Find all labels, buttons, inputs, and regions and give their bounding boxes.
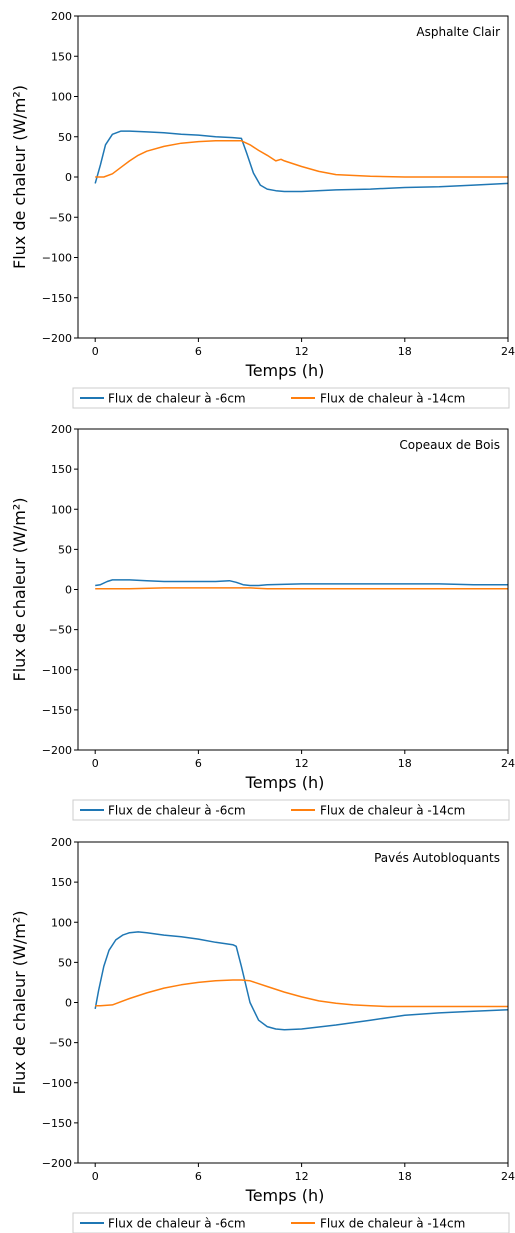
y-tick-label: 100	[51, 91, 72, 104]
y-tick-label: 50	[58, 543, 72, 556]
series-line-1	[95, 579, 508, 587]
legend-label-2: Flux de chaleur à -14cm	[320, 804, 465, 818]
chart-panel-3: 200 150 100 50 0 −50 −100 −150 −200 0 6 12 18 24 Temps…	[10, 836, 515, 1233]
y-tick-label: 0	[65, 171, 72, 184]
x-tick-label: 6	[195, 1170, 202, 1183]
y-tick-label: 100	[51, 503, 72, 516]
y-tick-label: 0	[65, 584, 72, 597]
x-tick-label: 18	[398, 757, 412, 770]
y-tick-label: 50	[58, 956, 72, 969]
legend: Flux de chaleur à -6cm Flux de chaleur à …	[72, 387, 510, 409]
y-tick-label: 150	[51, 876, 72, 889]
y-tick-label: −150	[42, 704, 72, 717]
legend-label-1: Flux de chaleur à -6cm	[108, 1217, 246, 1231]
x-tick-label: 18	[398, 1170, 412, 1183]
x-tick-label: 6	[195, 345, 202, 358]
y-tick-label: 0	[65, 997, 72, 1010]
series-line-2	[95, 979, 508, 1008]
y-tick-label: 200	[51, 10, 72, 23]
y-tick-label: 100	[51, 916, 72, 929]
y-tick-label: −100	[42, 1077, 72, 1090]
y-tick-label: −200	[42, 1157, 72, 1170]
y-tick-label: 150	[51, 50, 72, 63]
panel-annotation: Copeaux de Bois	[399, 438, 500, 452]
x-tick-label: 6	[195, 757, 202, 770]
legend-label-1: Flux de chaleur à -6cm	[108, 804, 246, 818]
chart-panel-1: 200 150 100 50 0 −50 −100 −150 −200 0 6 12 18 24 Temps…	[10, 10, 515, 409]
x-tick-label: 24	[501, 1170, 515, 1183]
y-tick-label: 150	[51, 463, 72, 476]
y-tick-label: −50	[49, 1037, 72, 1050]
series-line-2	[95, 140, 508, 178]
y-axis-label: Flux de chaleur (W/m²)	[10, 498, 29, 682]
x-tick-label: 0	[92, 345, 99, 358]
x-tick-label: 24	[501, 757, 515, 770]
y-tick-label: 200	[51, 423, 72, 436]
x-tick-label: 18	[398, 345, 412, 358]
y-tick-label: −50	[49, 211, 72, 224]
series-line-1	[94, 931, 509, 1031]
x-tick-label: 12	[295, 757, 309, 770]
panel-annotation: Asphalte Clair	[416, 25, 500, 39]
x-tick-label: 0	[92, 757, 99, 770]
y-tick-label: −50	[49, 624, 72, 637]
y-tick-label: −100	[42, 252, 72, 265]
y-tick-label: −150	[42, 1117, 72, 1130]
legend: Flux de chaleur à -6cm Flux de chaleur à …	[72, 799, 510, 821]
y-axis-label: Flux de chaleur (W/m²)	[10, 85, 29, 269]
x-axis-label: Temps (h)	[245, 1186, 325, 1205]
x-axis-label: Temps (h)	[245, 361, 325, 380]
y-tick-label: 200	[51, 836, 72, 849]
y-tick-label: −200	[42, 744, 72, 757]
chart-panel-2: 200 150 100 50 0 −50 −100 −150 −200 0 6 12 18 24 Temps…	[10, 423, 515, 821]
x-tick-label: 0	[92, 1170, 99, 1183]
x-tick-label: 12	[295, 1170, 309, 1183]
y-tick-label: −200	[42, 332, 72, 345]
plot-frame	[77, 428, 509, 751]
series-line-2	[95, 587, 508, 590]
x-axis-label: Temps (h)	[245, 773, 325, 792]
legend: Flux de chaleur à -6cm Flux de chaleur à …	[72, 1212, 510, 1233]
y-tick-label: −100	[42, 664, 72, 677]
series-line-1	[94, 130, 509, 193]
y-axis-label: Flux de chaleur (W/m²)	[10, 911, 29, 1095]
plot-frame	[77, 841, 509, 1164]
legend-label-2: Flux de chaleur à -14cm	[320, 392, 465, 406]
x-tick-label: 24	[501, 345, 515, 358]
panel-annotation: Pavés Autobloquants	[374, 851, 500, 865]
y-tick-label: 50	[58, 131, 72, 144]
legend-label-2: Flux de chaleur à -14cm	[320, 1217, 465, 1231]
y-tick-label: −150	[42, 292, 72, 305]
legend-label-1: Flux de chaleur à -6cm	[108, 392, 246, 406]
x-tick-label: 12	[295, 345, 309, 358]
